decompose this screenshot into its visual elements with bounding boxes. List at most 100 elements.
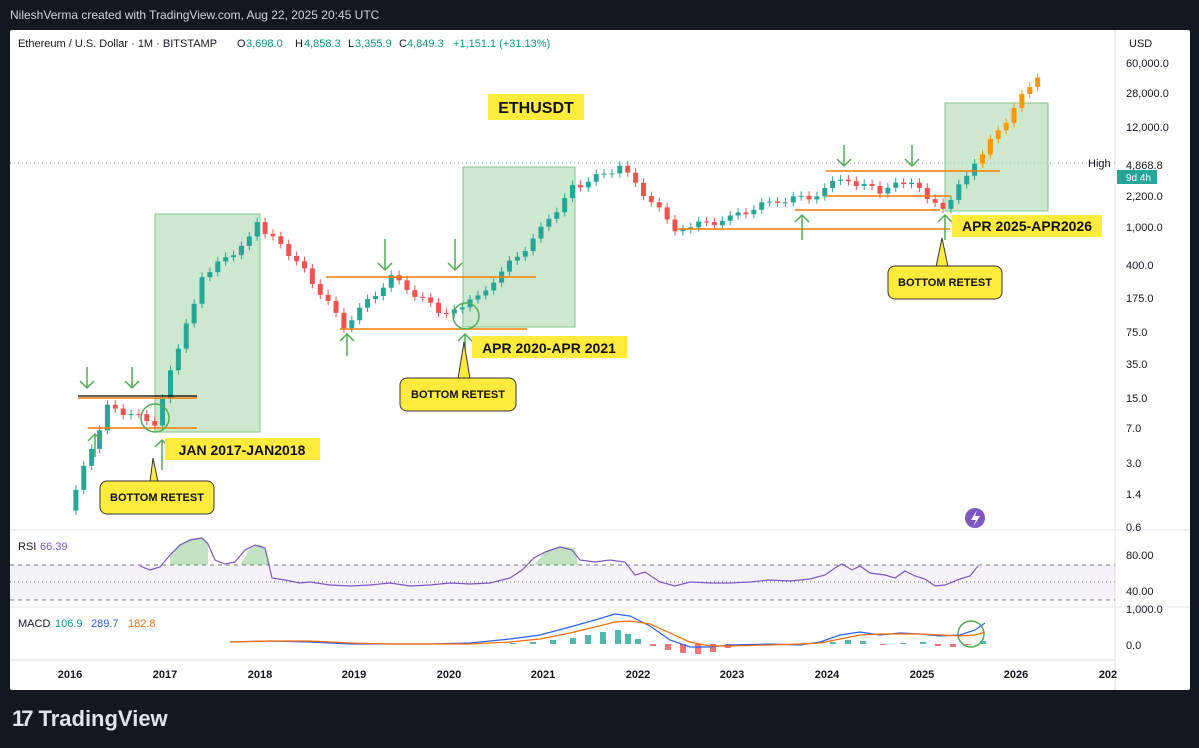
candle xyxy=(160,394,166,430)
countdown-badge xyxy=(1117,170,1157,184)
candle xyxy=(428,292,434,307)
time-axis: 2016 2017 2018 2019 2020 2021 2022 2023 2024 2025… xyxy=(58,669,1117,681)
down-arrow-icon xyxy=(79,367,95,390)
candle xyxy=(483,285,489,300)
macd-bar xyxy=(830,642,836,644)
time-tick-label: 2017 xyxy=(153,669,177,681)
candle xyxy=(743,207,749,219)
candle xyxy=(546,214,552,231)
candle xyxy=(948,195,954,214)
projection-candle xyxy=(987,134,993,159)
price-tick-label: 175.0 xyxy=(1126,293,1154,305)
time-tick-label: 2018 xyxy=(248,669,272,681)
callout-bottom-retest-2020: BOTTOM RETEST xyxy=(399,341,517,412)
svg-text:BOTTOM RETEST: BOTTOM RETEST xyxy=(110,492,204,504)
candle xyxy=(380,283,386,301)
tradingview-logo[interactable]: 17 TradingView xyxy=(12,706,168,731)
svg-text:1,000.0: 1,000.0 xyxy=(1126,604,1163,616)
candle xyxy=(207,267,213,282)
projection-candle xyxy=(1027,82,1033,99)
svg-text:40.00: 40.00 xyxy=(1126,586,1154,598)
candle xyxy=(254,217,260,241)
candle xyxy=(443,308,449,318)
candle xyxy=(246,231,252,251)
svg-text:L: L xyxy=(348,38,354,50)
candle xyxy=(404,275,410,295)
candle xyxy=(861,179,867,191)
projection-candle xyxy=(1035,72,1041,92)
chart-frame: ETHUSDT JAN 2017-JAN2018 APR 2020-APR 20… xyxy=(10,30,1190,690)
candle xyxy=(112,400,118,413)
candle xyxy=(191,299,197,328)
candle xyxy=(830,176,836,193)
macd-bar xyxy=(965,644,971,645)
svg-text:APR 2025-APR2026: APR 2025-APR2026 xyxy=(962,218,1092,234)
svg-text:BOTTOM RETEST: BOTTOM RETEST xyxy=(898,277,992,289)
rsi-value: 66.39 xyxy=(40,541,68,553)
macd-line-value: 289.7 xyxy=(91,618,119,630)
candle xyxy=(727,210,733,226)
price-tick-label: 400.0 xyxy=(1126,260,1154,272)
svg-text:BOTTOM RETEST: BOTTOM RETEST xyxy=(411,389,505,401)
macd-bar xyxy=(710,644,716,652)
candle xyxy=(869,179,875,191)
candle xyxy=(436,298,442,318)
price-tick-label: 3.0 xyxy=(1126,458,1141,470)
down-arrow-icon xyxy=(124,367,140,390)
candle xyxy=(893,177,899,192)
candle xyxy=(286,239,292,261)
candle xyxy=(333,296,339,318)
open-value: 3,698.0 xyxy=(246,38,283,50)
retest-circle-2020 xyxy=(452,302,480,330)
macd-bar xyxy=(635,639,641,644)
candle xyxy=(506,256,512,276)
candle xyxy=(775,196,780,208)
up-arrow-icon xyxy=(339,332,355,356)
macd-bar xyxy=(950,644,956,647)
up-arrow-icon xyxy=(87,432,103,457)
candle xyxy=(648,191,654,207)
candle xyxy=(601,169,607,179)
callout-bottom-retest-2016: BOTTOM RETEST xyxy=(99,457,215,515)
candle xyxy=(625,161,631,177)
candle xyxy=(167,365,173,404)
candle xyxy=(901,177,907,189)
candle xyxy=(317,279,323,300)
candle xyxy=(302,256,307,273)
time-tick-label: 2020 xyxy=(437,669,461,681)
macd-bar xyxy=(880,644,886,645)
candle xyxy=(215,256,221,277)
macd-hist-value: 106.9 xyxy=(55,618,83,630)
time-tick-label: 2025 xyxy=(910,669,934,681)
time-tick-label: 2021 xyxy=(531,669,555,681)
macd-bar xyxy=(570,638,576,644)
macd-bar xyxy=(980,641,986,644)
candle xyxy=(475,290,481,304)
candle xyxy=(412,285,418,302)
lightning-icon xyxy=(965,508,985,528)
candle xyxy=(838,175,844,186)
time-tick-label: 202 xyxy=(1099,669,1117,681)
macd-pane: MACD 106.9 289.7 182.8 1,000.0 0.0 xyxy=(18,604,1163,654)
candle xyxy=(223,252,229,266)
candle xyxy=(270,229,276,241)
macd-bar xyxy=(665,644,671,650)
chart-title: ETHUSDT xyxy=(498,100,574,117)
candle xyxy=(940,198,946,214)
rsi-label: RSI xyxy=(18,541,36,553)
candle xyxy=(459,302,465,314)
candle xyxy=(956,179,962,205)
candle xyxy=(806,191,812,204)
annotation-cycle1: JAN 2017-JAN2018 xyxy=(165,438,320,460)
down-arrow-icon xyxy=(836,145,852,168)
candle xyxy=(617,161,623,178)
candle xyxy=(128,409,134,420)
candle xyxy=(593,169,599,186)
candle xyxy=(972,159,978,180)
candle xyxy=(909,178,915,189)
svg-text:C: C xyxy=(399,38,407,50)
time-tick-label: 2019 xyxy=(342,669,366,681)
candle xyxy=(554,207,560,224)
candle xyxy=(916,178,922,193)
price-chart[interactable]: ETHUSDT JAN 2017-JAN2018 APR 2020-APR 20… xyxy=(10,30,1190,690)
